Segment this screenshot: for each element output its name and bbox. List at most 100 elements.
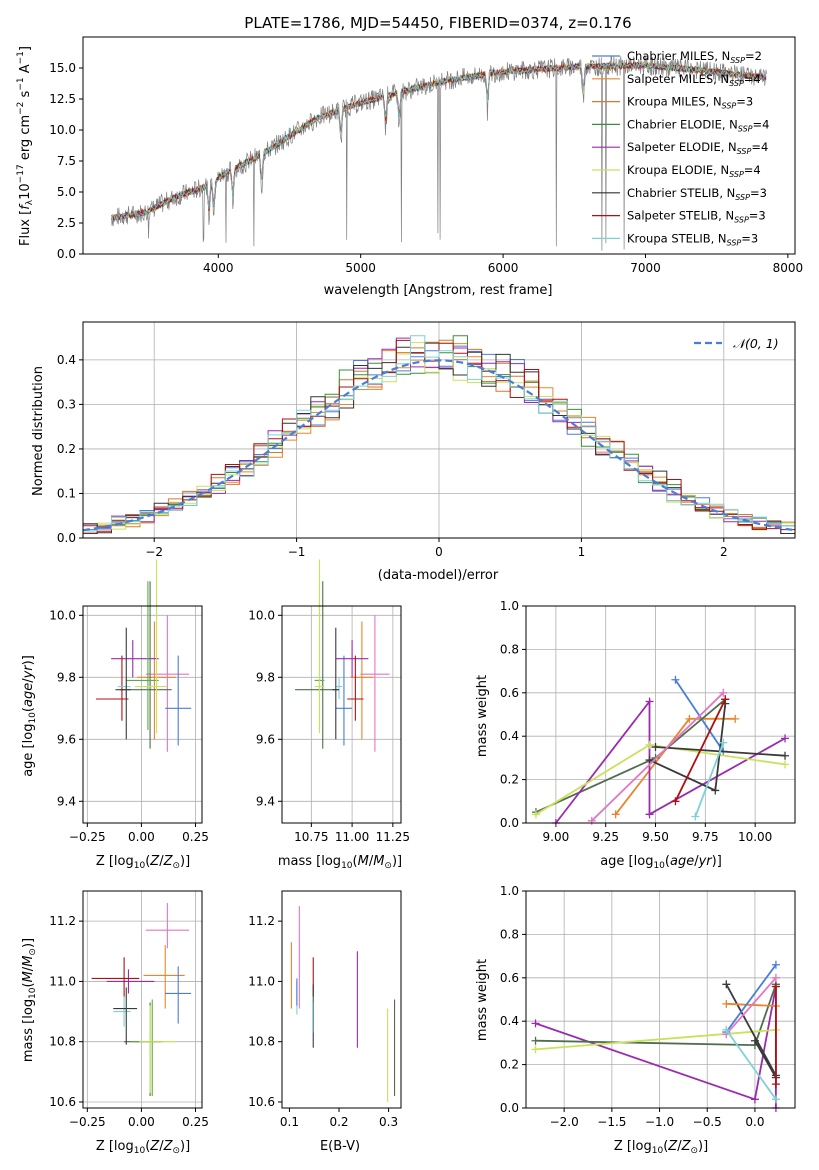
weight-series-line	[754, 1040, 777, 1079]
residuals-ytick-label: 0.1	[57, 486, 76, 500]
weight-point-marker	[671, 675, 680, 684]
weight-point-marker	[671, 797, 680, 806]
weight-series-line	[674, 698, 727, 802]
age_vs_Z-xtick-label: −0.25	[69, 830, 106, 844]
weight_vs_Z-ytick-label: 0.2	[500, 1058, 519, 1072]
weight_vs_Z-ytick-label: 0.4	[500, 1014, 519, 1028]
residuals-frame	[82, 321, 796, 539]
mass-vs-Z-xlabel: Z [log10(Z/Z⊙)]	[96, 1139, 190, 1156]
weight-point-marker	[771, 973, 780, 982]
spectrum-frame	[82, 36, 796, 255]
mass_vs_Z-ytick-label: 11.0	[49, 974, 76, 988]
legend-entry: Salpeter ELODIE, NSSP=4	[627, 140, 768, 156]
weight-point-marker	[711, 786, 720, 795]
legend-entry: Chabrier MILES, NSSP=2	[627, 49, 762, 65]
weight_vs_age-xtick-label: 10.00	[738, 830, 772, 844]
spectrum-title: PLATE=1786, MJD=54450, FIBERID=0374, z=0…	[244, 14, 631, 32]
mass_vs_Z-ytick-label: 11.2	[49, 914, 76, 928]
residuals-ytick-label: 0.0	[57, 531, 76, 545]
legend-entry: 𝒩(0, 1)	[733, 336, 779, 351]
residuals-ytick-label: 0.3	[57, 397, 76, 411]
weight-point-marker	[781, 760, 790, 769]
weight_vs_age-xtick-label: 9.00	[543, 830, 570, 844]
spectrum-ytick-label: 0.0	[57, 247, 76, 261]
residuals-ylabel: Normed distribution	[31, 366, 46, 496]
legend-entry: Kroupa MILES, NSSP=3	[627, 95, 753, 111]
mass_vs_ebv-ytick-label: 11.0	[248, 974, 275, 988]
mass_vs_Z-xtick-label: −0.25	[69, 1115, 106, 1129]
age-vs-mass-xlabel: mass [log10(M/M⊙)]	[278, 854, 402, 871]
weight_vs_age-ytick-label: 0.8	[500, 642, 519, 656]
age_vs_mass-xtick-label: 10.75	[294, 830, 328, 844]
residuals-xtick-label: 1	[578, 545, 586, 559]
mass-vs-ebv-panel: 0.1 0.2 0.3 10.6 10.8 11.0 11.2	[248, 890, 402, 1129]
age_vs_mass-ytick-label: 9.8	[256, 670, 275, 684]
weight_vs_Z-xtick-label: −1.5	[597, 1115, 626, 1129]
residuals-xtick-label: 0	[435, 545, 443, 559]
weight-series-line	[725, 977, 777, 1035]
residuals-ytick-label: 0.2	[57, 442, 76, 456]
normal-curve-line	[83, 359, 793, 532]
model-fit-line	[111, 62, 767, 221]
weight-point-marker	[531, 1045, 540, 1054]
mass_vs_ebv-ytick-label: 10.8	[248, 1035, 275, 1049]
residuals-ytick-label: 0.4	[57, 353, 76, 367]
age-vs-metallicity-panel: −0.25 0.00 0.25 9.4 9.6 9.8 10.0	[49, 559, 209, 844]
weight_vs_Z-xtick-label: −2.0	[550, 1115, 579, 1129]
weight_vs_Z-xtick-label: −0.5	[693, 1115, 722, 1129]
weight-point-marker	[722, 999, 731, 1008]
mass_vs_Z-ytick-label: 10.8	[49, 1035, 76, 1049]
mass_vs_ebv-ytick-label: 10.6	[248, 1095, 275, 1109]
age_vs_mass-ytick-label: 10.0	[248, 608, 275, 622]
spectrum-ytick-label: 5.0	[57, 185, 76, 199]
weight-point-marker	[771, 1095, 780, 1104]
spectrum-ylabel: Flux [fλ10−17 erg cm−2 s−1 A−1]	[16, 46, 35, 246]
weight-point-marker	[771, 1080, 780, 1089]
weight-series-line	[694, 742, 725, 817]
histogram-step-line	[83, 335, 795, 534]
residuals-xtick-label: 2	[720, 545, 728, 559]
weight-point-marker	[719, 688, 728, 697]
spectrum-ytick-label: 12.5	[49, 92, 76, 106]
weight-vs-metallicity-panel: −2.0 −1.5 −1.0 −0.5 0.0 0.0 0.2 0.4 0.6 0.8 1.0	[500, 884, 796, 1129]
weight_vs_age-ytick-label: 0.2	[500, 773, 519, 787]
spectrum-ytick-label: 15.0	[49, 61, 76, 75]
spectrum-ytick-label: 2.5	[57, 216, 76, 230]
legend-entry: Chabrier ELODIE, NSSP=4	[627, 117, 769, 133]
legend-entry: Kroupa STELIB, NSSP=3	[627, 231, 758, 247]
residuals-xlabel: (data-model)/error	[378, 568, 499, 583]
mass_vs_Z-xtick-label: 0.25	[182, 1115, 209, 1129]
age_vs_mass-xtick-label: 11.25	[376, 830, 410, 844]
weight-point-marker	[531, 1019, 540, 1028]
weight-point-marker	[731, 714, 740, 723]
weight-point-marker	[771, 982, 780, 991]
weight_vs_age-xtick-label: 9.25	[592, 830, 619, 844]
age-vs-Z-xlabel: Z [log10(Z/Z⊙)]	[96, 854, 190, 871]
weight-point-marker	[611, 810, 620, 819]
weight-point-marker	[719, 738, 728, 747]
age-vs-mass-panel: 10.75 11.00 11.25 9.4 9.6 9.8 10.0	[248, 559, 410, 844]
mass_vs_Z-xtick-label: 0.00	[128, 1115, 155, 1129]
weight-series-line	[535, 1029, 776, 1051]
weight_vs_Z-ytick-label: 0.8	[500, 927, 519, 941]
residuals-xtick-label: −1	[288, 545, 306, 559]
spectrum-xlabel: wavelength [Angstrom, rest frame]	[324, 283, 553, 298]
weight-point-marker	[651, 743, 660, 752]
legend-entry: Chabrier STELIB, NSSP=3	[627, 186, 767, 202]
age_vs_mass-xtick-label: 11.00	[335, 830, 369, 844]
mass_vs_ebv-xtick-label: 0.2	[329, 1115, 348, 1129]
weight_vs_age-ytick-label: 0.4	[500, 729, 519, 743]
weight_vs_Z-ytick-label: 0.6	[500, 971, 519, 985]
age_vs_Z-frame	[82, 605, 203, 824]
mass-vs-Z-ylabel: mass [log10(M/M⊙)]	[21, 938, 38, 1062]
legend-entry: Kroupa ELODIE, NSSP=4	[627, 163, 761, 179]
weight-series-line	[725, 1029, 777, 1100]
weight-point-marker	[781, 734, 790, 743]
weight_vs_age-xtick-label: 9.50	[642, 830, 669, 844]
mass_vs_ebv-frame	[281, 890, 402, 1109]
age-vs-Z-ylabel: age [log10(age/yr)]	[21, 655, 38, 777]
age_vs_mass-ytick-label: 9.4	[256, 794, 275, 808]
weight_vs_Z-xtick-label: 0.0	[745, 1115, 764, 1129]
weight-vs-Z-xlabel: Z [log10(Z/Z⊙)]	[614, 1139, 708, 1156]
